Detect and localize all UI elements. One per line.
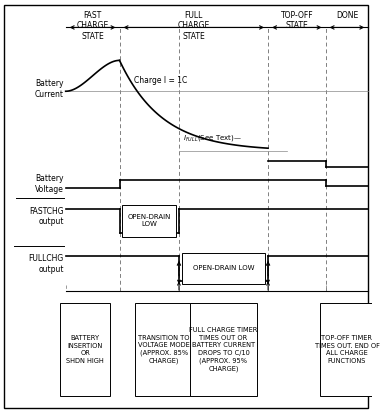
Text: OPEN-DRAIN LOW: OPEN-DRAIN LOW (193, 265, 254, 271)
Text: FULL
CHARGE
STATE: FULL CHARGE STATE (177, 11, 210, 41)
Text: Charge I = 1C: Charge I = 1C (134, 76, 187, 85)
Bar (135, 303, 193, 396)
Text: FASTCHG
output: FASTCHG output (29, 207, 64, 226)
Bar (190, 303, 257, 396)
Text: FAST
CHARGE
STATE: FAST CHARGE STATE (77, 11, 109, 41)
Text: DONE: DONE (336, 11, 358, 20)
Text: TRANSITION TO
VOLTAGE MODE
(APPROX. 85%
CHARGE): TRANSITION TO VOLTAGE MODE (APPROX. 85% … (138, 335, 190, 364)
Text: $I_{FULL}$(See Text)—: $I_{FULL}$(See Text)— (182, 133, 242, 143)
Bar (122, 205, 176, 237)
Text: BATTERY
INSERTION
OR
SHDN HIGH: BATTERY INSERTION OR SHDN HIGH (66, 335, 104, 364)
Text: Battery
Voltage: Battery Voltage (35, 174, 64, 194)
Text: FULLCHG
output: FULLCHG output (28, 254, 64, 274)
Text: Battery
Current: Battery Current (35, 79, 64, 99)
Text: TOP-OFF
STATE: TOP-OFF STATE (281, 11, 313, 31)
Bar (320, 303, 374, 396)
Text: OPEN-DRAIN
LOW: OPEN-DRAIN LOW (128, 214, 171, 228)
Bar (182, 253, 265, 284)
Text: FULL CHARGE TIMER
TIMES OUT OR
BATTERY CURRENT
DROPS TO C/10
(APPROX. 95%
CHARGE: FULL CHARGE TIMER TIMES OUT OR BATTERY C… (189, 327, 258, 372)
Text: TOP-OFF TIMER
TIMES OUT. END OF
ALL CHARGE
FUNCTIONS: TOP-OFF TIMER TIMES OUT. END OF ALL CHAR… (315, 335, 379, 364)
Bar (60, 303, 110, 396)
